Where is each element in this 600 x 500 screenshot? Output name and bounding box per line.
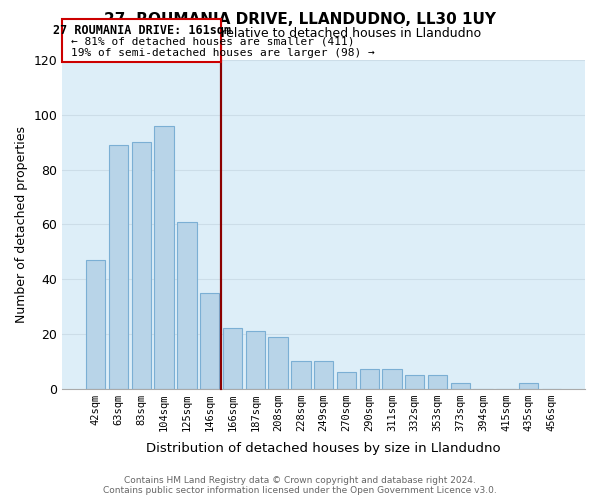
Bar [154,126,174,388]
Bar [268,336,288,388]
Bar [359,370,379,388]
Bar [177,222,197,388]
Text: 27, ROUMANIA DRIVE, LLANDUDNO, LL30 1UY: 27, ROUMANIA DRIVE, LLANDUDNO, LL30 1UY [104,12,496,28]
Bar [337,372,356,388]
Text: Contains HM Land Registry data © Crown copyright and database right 2024.
Contai: Contains HM Land Registry data © Crown c… [103,476,497,495]
Bar [245,331,265,388]
Bar [314,361,334,388]
Bar [382,370,402,388]
Bar [86,260,106,388]
Bar [131,142,151,388]
Bar [223,328,242,388]
X-axis label: Distribution of detached houses by size in Llandudno: Distribution of detached houses by size … [146,442,501,455]
Y-axis label: Number of detached properties: Number of detached properties [15,126,28,323]
Bar [109,145,128,388]
Text: ← 81% of detached houses are smaller (411): ← 81% of detached houses are smaller (41… [71,36,355,46]
Text: Size of property relative to detached houses in Llandudno: Size of property relative to detached ho… [118,28,482,40]
Text: 19% of semi-detached houses are larger (98) →: 19% of semi-detached houses are larger (… [71,48,375,58]
Bar [291,361,311,388]
Bar [451,383,470,388]
Text: 27 ROUMANIA DRIVE: 161sqm: 27 ROUMANIA DRIVE: 161sqm [53,24,231,37]
Bar [428,375,447,388]
Bar [519,383,538,388]
Bar [405,375,424,388]
Bar [200,292,220,388]
